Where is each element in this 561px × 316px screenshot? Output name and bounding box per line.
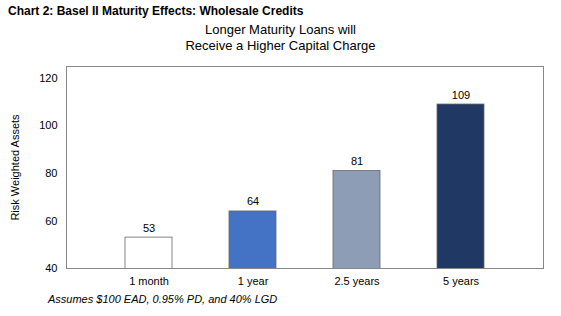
svg-text:64: 64 — [247, 195, 259, 207]
svg-text:53: 53 — [143, 222, 155, 234]
html-text:Chart 2: Basel II Maturity Eff: Chart 2: Basel II Maturity Effects: Whol… — [8, 4, 304, 18]
html-text:Assumes $100 EAD, 0.95% PD, an: Assumes $100 EAD, 0.95% PD, and 40% LGD — [48, 293, 278, 305]
svg-text:1 month: 1 month — [129, 275, 169, 287]
svg-text:5 years: 5 years — [443, 275, 480, 287]
html-text:Longer Maturity Loans will Rec: Longer Maturity Loans will Receive a Hig… — [185, 22, 376, 53]
svg-text:109: 109 — [452, 89, 470, 101]
svg-text:1 year: 1 year — [238, 275, 269, 287]
svg-text:Risk Weighted Assets: Risk Weighted Assets — [9, 114, 21, 221]
svg-text:60: 60 — [45, 214, 57, 226]
svg-text:120: 120 — [39, 72, 57, 84]
svg-text:100: 100 — [39, 119, 57, 131]
svg-text:2.5 years: 2.5 years — [334, 275, 380, 287]
svg-text:81: 81 — [351, 155, 363, 167]
svg-text:40: 40 — [45, 262, 57, 274]
svg-text:80: 80 — [45, 167, 57, 179]
